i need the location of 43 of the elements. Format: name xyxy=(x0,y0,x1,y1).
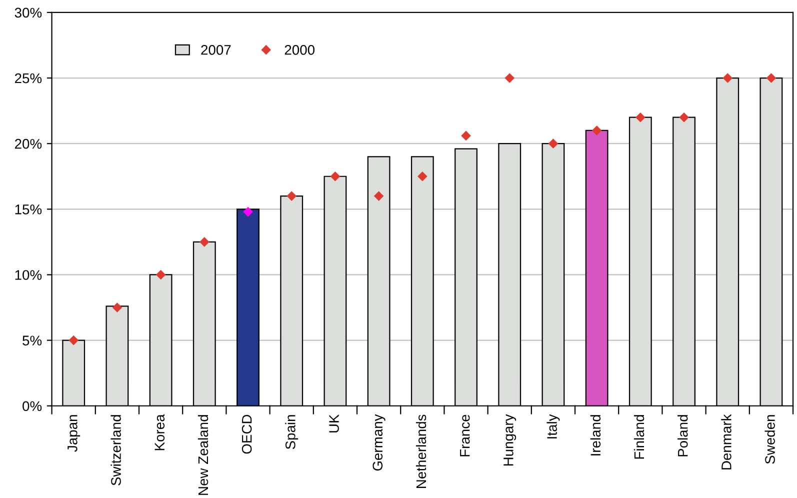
point xyxy=(548,138,558,148)
x-tick-label: OECD xyxy=(242,414,252,454)
y-tick-label: 20% xyxy=(14,138,42,149)
x-tick-label: Hungary xyxy=(504,414,516,466)
x-tick-label: Poland xyxy=(678,415,688,456)
x-tick-label: UK xyxy=(329,414,339,432)
legend-label: 2007 xyxy=(201,44,231,55)
point xyxy=(68,336,78,345)
point xyxy=(766,73,776,83)
x-tick-label: Japan xyxy=(68,415,80,452)
point xyxy=(679,112,689,122)
x-tick-label: Spain xyxy=(285,415,298,450)
point xyxy=(200,237,210,247)
y-tick-label: 25% xyxy=(14,73,42,84)
x-tick-label: Netherlands xyxy=(416,414,426,488)
legend-label: 2000 xyxy=(284,44,315,55)
point xyxy=(286,191,296,201)
x-tick-label: New Zealand xyxy=(198,415,208,495)
point xyxy=(418,172,428,181)
y-tick-label: 15% xyxy=(15,204,42,214)
x-tick-label: Sweden xyxy=(764,415,775,464)
point xyxy=(243,207,253,216)
point xyxy=(374,191,384,201)
y-tick-label: 0% xyxy=(22,401,42,412)
x-tick-label: Denmark xyxy=(721,414,732,470)
y-tick-label: 10% xyxy=(15,270,42,280)
point xyxy=(722,73,732,83)
x-tick-label: Ireland xyxy=(590,415,601,456)
y-tick-label: 5% xyxy=(22,336,42,346)
x-tick-label: Germany xyxy=(372,414,386,471)
x-tick-label: France xyxy=(460,414,470,456)
x-tick-label: Finland xyxy=(634,415,644,459)
x-tick-label: Italy xyxy=(546,414,560,438)
x-tick-label: Switzerland xyxy=(110,415,121,486)
point xyxy=(636,112,646,122)
point xyxy=(112,302,122,312)
point xyxy=(461,131,471,140)
x-tick-label: Korea xyxy=(154,414,165,450)
point xyxy=(592,126,602,136)
y-tick-label: 30% xyxy=(14,8,42,18)
point xyxy=(156,270,166,280)
point xyxy=(330,172,340,181)
point xyxy=(504,73,514,83)
